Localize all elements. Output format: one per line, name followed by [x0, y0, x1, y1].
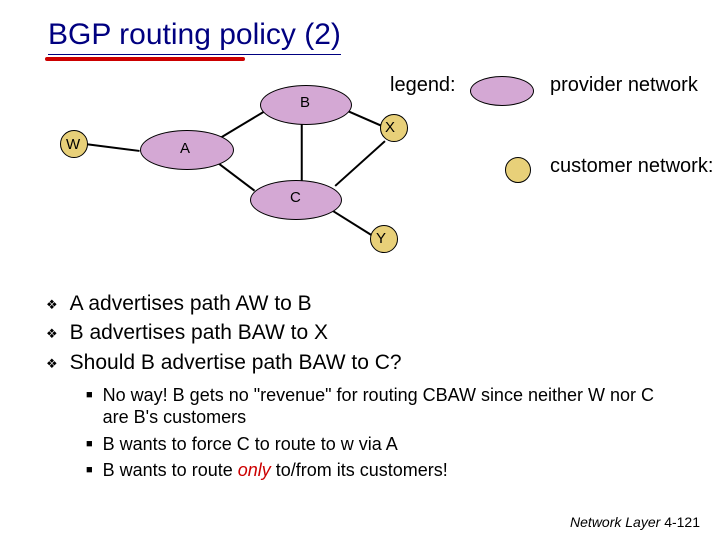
- sub-bullet-1-text: No way! B gets no "revenue" for routing …: [103, 384, 680, 429]
- edge: [220, 110, 266, 138]
- diamond-icon: ❖: [46, 290, 58, 317]
- page-title: BGP routing policy (2): [48, 18, 341, 55]
- edge: [301, 124, 303, 181]
- provider-label-C: C: [290, 189, 301, 206]
- sub-bullet-2: ■ B wants to force C to route to w via A: [86, 433, 680, 456]
- sub-bullets: ■ No way! B gets no "revenue" for routin…: [86, 384, 680, 482]
- network-diagram: A B C W X Y: [40, 70, 500, 270]
- legend-customer-label: customer network:: [550, 155, 713, 177]
- square-icon: ■: [86, 459, 93, 482]
- bullet-2: ❖ B advertises path BAW to X: [40, 319, 680, 346]
- bullet-1: ❖ A advertises path AW to B: [40, 290, 680, 317]
- sb3-b: to/from its customers!: [271, 460, 448, 480]
- legend-provider-label: provider network: [550, 74, 698, 96]
- footer-label: Network Layer: [570, 514, 660, 530]
- provider-label-A: A: [180, 140, 190, 157]
- diamond-icon: ❖: [46, 319, 58, 346]
- square-icon: ■: [86, 384, 93, 429]
- edge: [334, 140, 385, 186]
- bullet-2-text: B advertises path BAW to X: [70, 319, 328, 346]
- edge: [218, 162, 256, 191]
- diamond-icon: ❖: [46, 349, 58, 376]
- footer: Network Layer 4-121: [570, 514, 700, 530]
- customer-label-X: X: [385, 119, 395, 136]
- title-underline: [45, 57, 245, 61]
- bullet-1-text: A advertises path AW to B: [70, 290, 312, 317]
- customer-label-W: W: [66, 136, 80, 153]
- main-bullets: ❖ A advertises path AW to B ❖ B advertis…: [40, 290, 680, 486]
- sub-bullet-3: ■ B wants to route only to/from its cust…: [86, 459, 680, 482]
- footer-page: 4-121: [664, 514, 700, 530]
- legend-customer-text: customer network:: [550, 155, 713, 177]
- provider-label-B: B: [300, 94, 310, 111]
- edge: [333, 210, 374, 236]
- bullet-3: ❖ Should B advertise path BAW to C?: [40, 349, 680, 376]
- sub-bullet-1: ■ No way! B gets no "revenue" for routin…: [86, 384, 680, 429]
- legend-customer-shape: [505, 157, 531, 183]
- edge: [85, 143, 140, 151]
- sb3-only: only: [238, 460, 271, 480]
- sub-bullet-2-text: B wants to force C to route to w via A: [103, 433, 398, 456]
- legend-provider-text: provider network: [550, 74, 698, 96]
- sub-bullet-3-text: B wants to route only to/from its custom…: [103, 459, 448, 482]
- bullet-3-text: Should B advertise path BAW to C?: [70, 349, 402, 376]
- customer-label-Y: Y: [376, 230, 386, 247]
- sb3-a: B wants to route: [103, 460, 238, 480]
- square-icon: ■: [86, 433, 93, 456]
